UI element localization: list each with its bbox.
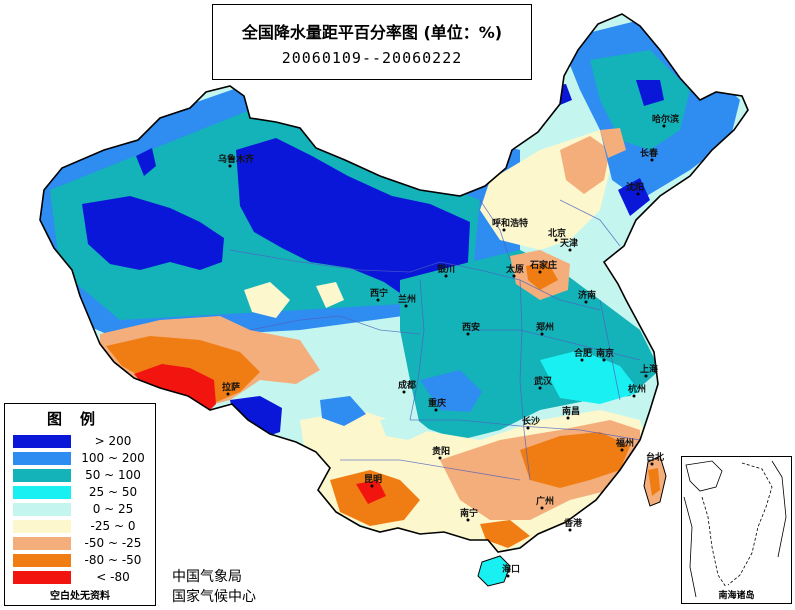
map-title: 全国降水量距平百分率图 (单位：%) (241, 23, 503, 42)
city-label: 重庆 (428, 397, 446, 409)
legend-row: -50 ~ -25 (13, 536, 153, 552)
city-label: 长春 (640, 147, 659, 159)
city-label: 兰州 (398, 293, 416, 305)
legend-row: -25 ~ 0 (13, 519, 153, 535)
city-label: 西宁 (370, 287, 388, 299)
city-label: 天津 (560, 237, 578, 249)
legend-label: -80 ~ -50 (84, 553, 142, 567)
city-label: 贵阳 (432, 445, 450, 457)
agency-line-1: 中国气象局 (172, 569, 242, 585)
city-label: 济南 (578, 289, 596, 301)
legend: 图例 > 200 100 ~ 200 50 ~ 100 25 ~ 50 0 ~ 25 -2… (4, 403, 156, 606)
legend-row: -80 ~ -50 (13, 553, 153, 569)
city-labels: 乌鲁木齐 哈尔滨 长春 沈阳 呼和浩特 北京 天津 石家庄 太原 银川 西宁 兰… (218, 113, 679, 575)
legend-swatch (13, 486, 71, 499)
legend-swatch (13, 537, 71, 550)
legend-swatch (13, 503, 71, 516)
legend-label: 0 ~ 25 (92, 502, 134, 516)
city-label: 北京 (548, 227, 566, 239)
agency-line-2: 国家气候中心 (172, 589, 256, 605)
city-label: 杭州 (628, 383, 646, 395)
legend-swatch (13, 554, 71, 567)
city-label: 南宁 (460, 507, 478, 519)
city-label: 西安 (462, 321, 480, 333)
legend-swatch (13, 435, 71, 448)
legend-label: -50 ~ -25 (84, 536, 142, 550)
legend-swatch (13, 520, 71, 533)
city-label: 成都 (398, 379, 416, 391)
city-label: 香港 (563, 517, 583, 529)
legend-label: > 200 (94, 434, 132, 448)
legend-label: 100 ~ 200 (81, 451, 145, 465)
legend-title: 图例 (46, 410, 113, 428)
city-label: 银川 (437, 263, 455, 275)
legend-label: 25 ~ 50 (88, 485, 138, 499)
city-label: 南京 (596, 347, 614, 359)
legend-swatch (13, 452, 71, 465)
south-china-sea-inset: 南海诸岛 (681, 456, 792, 604)
city-label: 呼和浩特 (492, 217, 528, 229)
legend-row: 50 ~ 100 (13, 468, 153, 484)
legend-label: 50 ~ 100 (85, 468, 141, 482)
legend-row: 25 ~ 50 (13, 485, 153, 501)
legend-swatch (13, 469, 71, 482)
city-label: 拉萨 (222, 381, 240, 393)
inset-label: 南海诸岛 (718, 591, 755, 601)
city-label: 南昌 (562, 405, 580, 417)
legend-row: > 200 (13, 434, 153, 450)
legend-label: < -80 (96, 570, 130, 584)
city-label: 郑州 (536, 321, 554, 333)
legend-row: < -80 (13, 570, 153, 586)
city-label: 广州 (536, 495, 554, 507)
city-label: 哈尔滨 (652, 113, 679, 125)
city-label: 海口 (502, 563, 520, 575)
map-period: 20060109--20060222 (281, 49, 463, 67)
city-label: 台北 (646, 451, 664, 463)
city-label: 石家庄 (529, 259, 557, 271)
city-label: 乌鲁木齐 (218, 153, 255, 165)
city-label: 太原 (505, 263, 524, 275)
legend-note: 空白处无资料 (50, 591, 110, 602)
legend-row: 100 ~ 200 (13, 451, 153, 467)
city-label: 沈阳 (626, 181, 644, 193)
city-label: 合肥 (574, 347, 592, 359)
city-label: 福州 (615, 437, 634, 449)
legend-row: 0 ~ 25 (13, 502, 153, 518)
city-label: 长沙 (522, 415, 540, 427)
inset-map (683, 460, 787, 598)
legend-label: -25 ~ 0 (90, 519, 136, 533)
city-label: 昆明 (364, 474, 382, 485)
city-label: 武汉 (534, 375, 553, 387)
title-box: 全国降水量距平百分率图 (单位：%) 20060109--20060222 (212, 4, 532, 80)
legend-swatch (13, 571, 71, 584)
city-label: 上海 (640, 363, 658, 375)
